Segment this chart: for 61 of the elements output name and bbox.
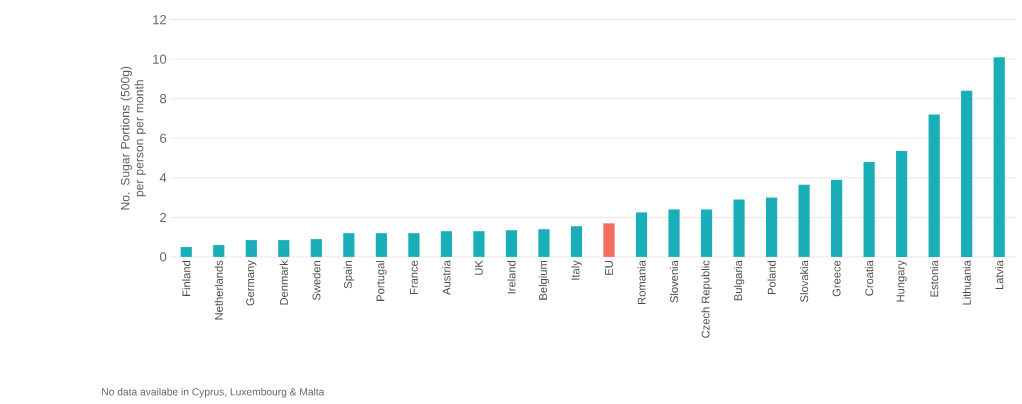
x-tick-label: Romania xyxy=(637,260,646,305)
y-axis-title: No. Sugar Portions (500g) per person per month xyxy=(120,66,146,210)
y-tick-label: 8 xyxy=(160,94,167,104)
y-tick-label: 6 xyxy=(160,133,167,144)
y-tick-label: 0 xyxy=(159,252,167,262)
bar xyxy=(863,162,875,258)
bar xyxy=(408,233,420,258)
x-tick-label: Slovakia xyxy=(800,260,809,303)
bar xyxy=(668,209,680,258)
x-tick-label: Sweden xyxy=(312,261,321,301)
x-tick-label: Czech Republic xyxy=(701,260,712,339)
x-tick-label: Poland xyxy=(767,261,776,295)
text: No data availabe in Cyprus, Luxembourg & Malta xyxy=(102,388,325,398)
x-tick-label: Lithuania xyxy=(962,260,971,305)
x-tick-label: Ireland xyxy=(507,261,516,294)
bar xyxy=(700,209,713,258)
bar xyxy=(765,197,778,258)
x-tick-label: Greece xyxy=(832,260,841,297)
bar xyxy=(993,57,1005,258)
bar xyxy=(343,233,355,258)
x-tick-label: Croatia xyxy=(865,260,874,296)
bar xyxy=(896,151,908,258)
bar xyxy=(928,114,940,258)
bar xyxy=(961,91,973,258)
bar xyxy=(440,231,453,258)
x-tick-label: Latvia xyxy=(995,260,1004,290)
x-tick-label: Spain xyxy=(343,261,355,289)
bar xyxy=(310,239,322,258)
y-tick-label: 4 xyxy=(159,173,167,183)
bar xyxy=(733,199,745,258)
x-tick-label: Estonia xyxy=(930,260,939,297)
bar xyxy=(538,229,550,258)
x-tick-label: Belgium xyxy=(538,261,550,300)
y-tick-label: 2 xyxy=(160,213,167,223)
bar xyxy=(831,179,843,258)
x-tick-label: Denmark xyxy=(279,260,288,305)
bar xyxy=(635,212,648,258)
x-tick-label: Italy xyxy=(571,260,582,280)
x-tick-label: Bulgaria xyxy=(733,260,745,301)
x-tick-label: Austria xyxy=(442,260,451,296)
bar xyxy=(278,240,290,258)
bar xyxy=(603,223,615,258)
x-tick-label: Netherlands xyxy=(214,260,223,320)
y-tick-label: 12 xyxy=(153,15,167,25)
bar xyxy=(375,233,387,258)
bar xyxy=(180,247,192,258)
x-tick-label: Germany xyxy=(246,260,257,306)
x-tick-label: Finland xyxy=(182,261,191,297)
x-tick-label: Slovenia xyxy=(669,260,679,303)
bar xyxy=(798,184,810,258)
x-tick-label: EU xyxy=(605,261,613,275)
bar xyxy=(473,231,485,258)
x-tick-label: France xyxy=(409,260,418,295)
x-tick-label: Portugal xyxy=(376,261,387,302)
bar xyxy=(213,245,225,258)
x-tick-label: Hungary xyxy=(896,260,907,302)
y-tick-label: 10 xyxy=(153,54,167,64)
x-tick-label: UK xyxy=(475,260,483,276)
bar xyxy=(570,226,583,258)
bar xyxy=(505,230,518,258)
bar xyxy=(245,240,257,258)
